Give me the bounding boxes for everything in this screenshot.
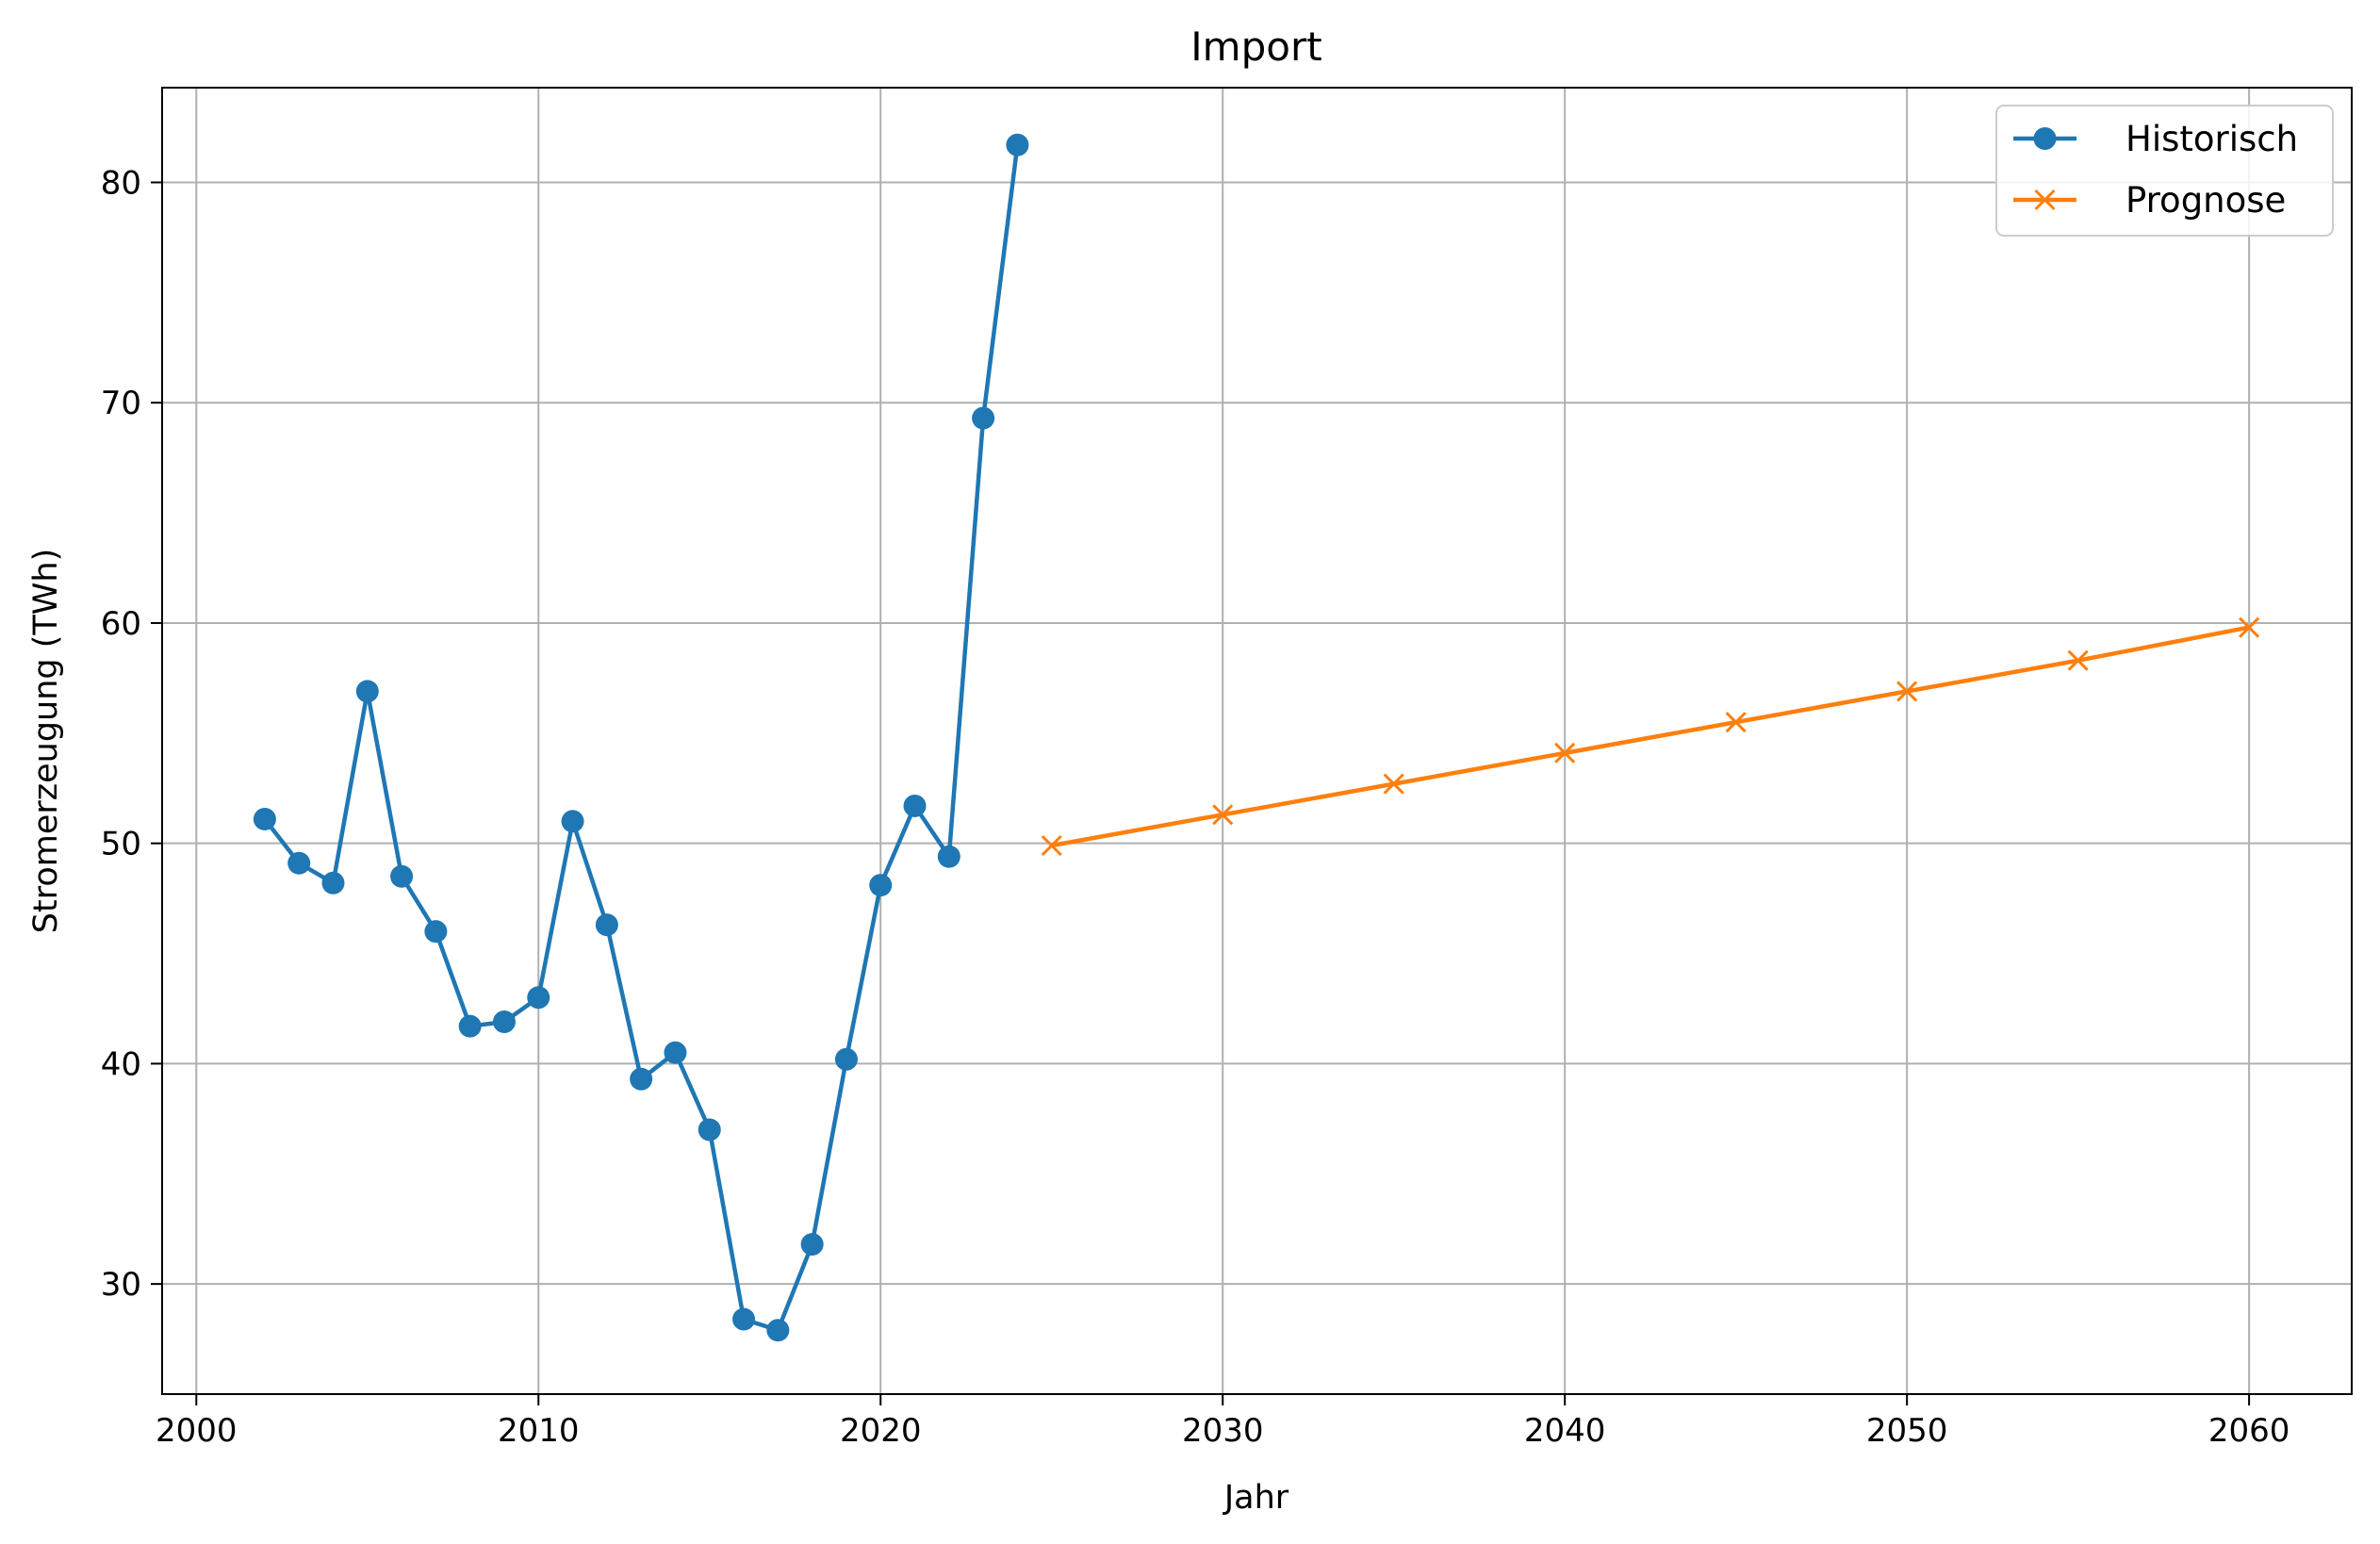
data-point <box>1554 742 1576 764</box>
data-point <box>2067 649 2089 671</box>
data-point <box>664 1041 687 1064</box>
data-point <box>937 845 960 868</box>
data-point <box>253 807 276 830</box>
series-layer <box>253 133 2260 1342</box>
data-point <box>595 913 618 937</box>
x-tick-label: 2050 <box>1866 1412 1948 1450</box>
data-point <box>1006 133 1029 156</box>
x-axis-title: Jahr <box>1223 1479 1289 1517</box>
data-point <box>1725 712 1747 733</box>
x-tick-label: 2040 <box>1524 1412 1606 1450</box>
data-point <box>2239 616 2260 638</box>
y-axis-title: Stromerzeugung (TWh) <box>27 549 65 933</box>
x-tick-label: 2030 <box>1182 1412 1264 1450</box>
data-point <box>321 871 345 895</box>
x-axis: 2000 2010 2020 2030 2040 2050 2060 <box>156 1394 2290 1450</box>
y-axis: 30 40 50 60 70 80 <box>101 165 162 1304</box>
data-point <box>1383 773 1404 795</box>
x-tick-label: 2060 <box>2208 1412 2290 1450</box>
data-point <box>1896 681 1918 702</box>
series-historisch <box>253 133 1029 1342</box>
data-point <box>561 810 584 833</box>
x-tick-label: 2010 <box>498 1412 580 1450</box>
legend-item: Prognose <box>2013 180 2286 221</box>
data-point <box>527 986 550 1010</box>
data-point <box>972 406 995 430</box>
data-point <box>732 1307 756 1331</box>
x-tick-label: 2000 <box>156 1412 238 1450</box>
legend: Historisch Prognose <box>1995 105 2334 237</box>
x-tick-label: 2020 <box>840 1412 922 1450</box>
data-point <box>1041 834 1062 857</box>
data-point <box>630 1067 653 1091</box>
y-tick-label: 30 <box>101 1266 141 1304</box>
data-point <box>766 1319 790 1342</box>
y-tick-label: 80 <box>101 165 141 203</box>
y-tick-label: 70 <box>101 385 141 422</box>
data-point <box>698 1118 721 1142</box>
chart-title: Import <box>1190 24 1321 70</box>
legend-marker <box>2033 127 2057 150</box>
legend-marker <box>2034 189 2056 211</box>
y-tick-label: 60 <box>101 605 141 643</box>
data-point <box>424 920 448 944</box>
y-tick-label: 50 <box>101 826 141 863</box>
legend-box <box>1995 105 2334 237</box>
data-point <box>458 1014 482 1038</box>
data-point <box>287 851 311 875</box>
data-point <box>903 794 927 817</box>
y-tick-label: 40 <box>101 1045 141 1083</box>
plot-frame <box>161 87 2353 1395</box>
data-point <box>390 864 414 888</box>
data-point <box>1212 804 1234 826</box>
data-point <box>355 680 379 703</box>
legend-label: Prognose <box>2126 180 2286 221</box>
data-point <box>800 1233 824 1257</box>
data-point <box>834 1047 858 1071</box>
data-point <box>492 1010 516 1034</box>
legend-label: Historisch <box>2126 119 2298 159</box>
legend-item: Historisch <box>2013 119 2298 159</box>
data-point <box>869 874 893 897</box>
series-prognose <box>1041 616 2260 857</box>
grid-lines <box>162 88 2352 1394</box>
series-line <box>1051 625 2250 848</box>
